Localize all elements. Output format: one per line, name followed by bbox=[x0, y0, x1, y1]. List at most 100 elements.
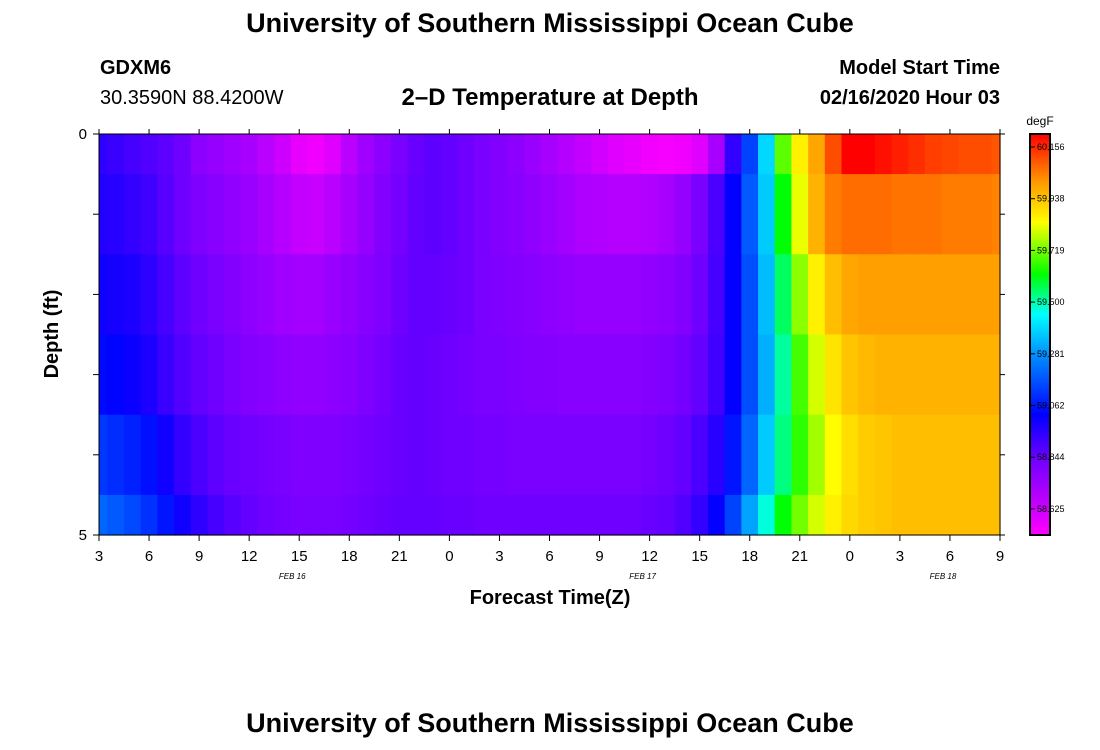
x-tick-label: 9 bbox=[996, 548, 1004, 565]
heatmap-cell bbox=[157, 414, 175, 496]
heatmap-cell bbox=[624, 334, 642, 416]
heatmap-cell bbox=[441, 254, 459, 336]
x-tick-label: 0 bbox=[846, 548, 854, 565]
heatmap-cell bbox=[657, 414, 676, 496]
heatmap-cell bbox=[357, 254, 375, 336]
heatmap-cell bbox=[791, 134, 809, 175]
heatmap-cell bbox=[124, 494, 142, 536]
heatmap-cell bbox=[691, 254, 709, 336]
heatmap-cell bbox=[841, 174, 859, 255]
heatmap-cell bbox=[507, 334, 526, 416]
footer-title: University of Southern Mississippi Ocean… bbox=[246, 708, 854, 738]
heatmap-cell bbox=[457, 254, 476, 336]
heatmap-cell bbox=[324, 334, 342, 416]
heatmap-cell bbox=[808, 174, 826, 255]
heatmap-cell bbox=[99, 134, 108, 175]
heatmap-cell bbox=[841, 334, 859, 416]
heatmap-cell bbox=[708, 254, 726, 336]
heatmap-cell bbox=[407, 494, 425, 536]
heatmap-cell bbox=[257, 414, 275, 496]
heatmap-cell bbox=[124, 334, 142, 416]
heatmap-cell bbox=[324, 134, 342, 175]
heatmap-cell bbox=[941, 414, 959, 496]
colorbar-tick-label: 58.844 bbox=[1037, 452, 1065, 462]
heatmap-cell bbox=[224, 414, 242, 496]
heatmap-cell bbox=[808, 334, 826, 416]
x-tick-label: 15 bbox=[691, 548, 708, 565]
heatmap-cell bbox=[307, 494, 325, 536]
heatmap-cell bbox=[607, 334, 626, 416]
heatmap-cell bbox=[758, 134, 776, 175]
heatmap-cell bbox=[257, 254, 275, 336]
heatmap-cell bbox=[641, 254, 659, 336]
heatmap-cell bbox=[974, 134, 993, 175]
heatmap-cell bbox=[307, 414, 325, 496]
heatmap-cell bbox=[991, 414, 1001, 496]
heatmap-cell bbox=[708, 494, 726, 536]
heatmap-cell bbox=[257, 134, 275, 175]
heatmap-cell bbox=[691, 414, 709, 496]
heatmap-cell bbox=[190, 134, 209, 175]
heatmap-cell bbox=[557, 134, 576, 175]
heatmap-cell bbox=[541, 174, 559, 255]
heatmap-cell bbox=[257, 174, 275, 255]
page-title: University of Southern Mississippi Ocean… bbox=[246, 8, 854, 38]
heatmap-cell bbox=[858, 134, 876, 175]
heatmap-cell bbox=[858, 254, 876, 336]
heatmap-cell bbox=[207, 134, 225, 175]
heatmap-cell bbox=[407, 174, 425, 255]
heatmap-cell bbox=[657, 334, 676, 416]
x-date-label: FEB 17 bbox=[629, 572, 656, 581]
heatmap-cell bbox=[174, 334, 192, 416]
x-tick-label: 6 bbox=[545, 548, 553, 565]
heatmap-cell bbox=[99, 334, 108, 416]
heatmap-cell bbox=[491, 334, 509, 416]
heatmap-cell bbox=[374, 134, 392, 175]
heatmap-cell bbox=[691, 174, 709, 255]
heatmap-cell bbox=[240, 414, 259, 496]
heatmap-cell bbox=[390, 494, 409, 536]
y-axis: 05 bbox=[79, 126, 1005, 544]
colorbar-labels: 60.156 59.938 59.719 59.500 59.281 59.062 58.8… bbox=[1030, 142, 1065, 514]
x-tick-label: 6 bbox=[946, 548, 954, 565]
heatmap-cell bbox=[240, 334, 259, 416]
heatmap-cell bbox=[741, 414, 759, 496]
heatmap-cell bbox=[841, 254, 859, 336]
heatmap-cell bbox=[641, 134, 659, 175]
heatmap-cell bbox=[808, 494, 826, 536]
heatmap-cell bbox=[324, 254, 342, 336]
heatmap-cell bbox=[507, 174, 526, 255]
heatmap-cell bbox=[157, 334, 175, 416]
heatmap-cell bbox=[607, 494, 626, 536]
heatmap-cell bbox=[974, 494, 993, 536]
heatmap-cell bbox=[474, 334, 492, 416]
heatmap-cell bbox=[991, 334, 1001, 416]
heatmap-cell bbox=[424, 414, 442, 496]
heatmap-cell bbox=[574, 254, 592, 336]
heatmap-cell bbox=[340, 254, 359, 336]
heatmap-cell bbox=[758, 334, 776, 416]
heatmap-cell bbox=[557, 174, 576, 255]
heatmap-cell bbox=[791, 254, 809, 336]
heatmap-cell bbox=[457, 494, 476, 536]
heatmap-cell bbox=[624, 134, 642, 175]
heatmap-cell bbox=[874, 174, 893, 255]
heatmap-cell bbox=[140, 174, 158, 255]
heatmap-cell bbox=[991, 254, 1001, 336]
heatmap-cell bbox=[107, 414, 125, 496]
heatmap-cell bbox=[591, 414, 609, 496]
heatmap-cell bbox=[741, 134, 759, 175]
heatmap-cell bbox=[207, 174, 225, 255]
colorbar-tick-label: 59.062 bbox=[1037, 401, 1065, 411]
heatmap-cell bbox=[924, 334, 943, 416]
heatmap-cell bbox=[190, 174, 209, 255]
heatmap-cell bbox=[307, 334, 325, 416]
heatmap-cell bbox=[741, 254, 759, 336]
heatmap-cell bbox=[224, 134, 242, 175]
heatmap-cell bbox=[674, 254, 692, 336]
heatmap-cell bbox=[607, 254, 626, 336]
heatmap-cell bbox=[140, 134, 158, 175]
heatmap-cell bbox=[274, 254, 292, 336]
y-tick-label: 5 bbox=[79, 527, 87, 544]
heatmap-cell bbox=[774, 334, 793, 416]
